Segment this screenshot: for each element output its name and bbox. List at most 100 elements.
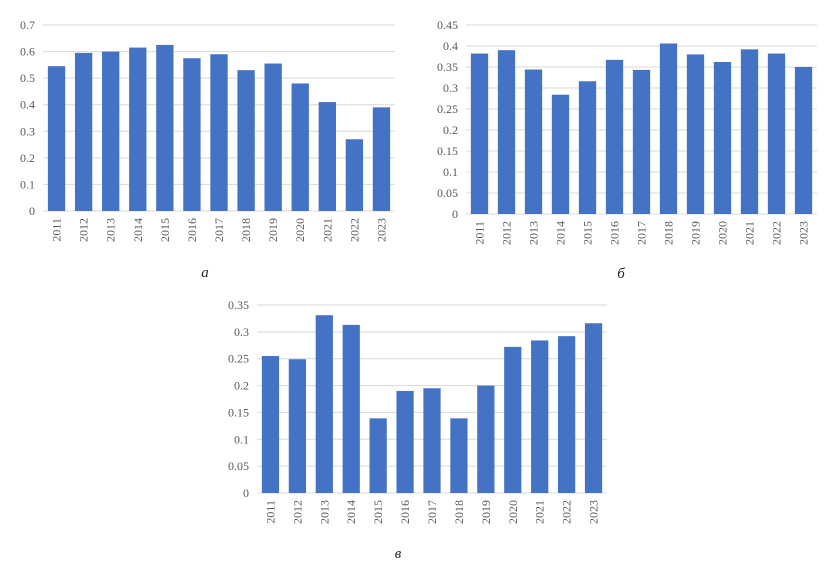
panel-label: а [201, 265, 209, 281]
bar-2017 [423, 388, 441, 493]
y-tick-label: 0 [452, 207, 458, 221]
bar-2012 [74, 52, 93, 212]
bar-2015 [156, 44, 174, 211]
bar-2011 [47, 66, 66, 211]
x-tick-label: 2022 [560, 500, 574, 524]
bar-2014 [129, 47, 147, 212]
x-tick-label: 2015 [158, 218, 172, 242]
bar-2021 [740, 49, 759, 214]
y-tick-label: 0.05 [437, 186, 458, 200]
x-tick-label: 2014 [554, 221, 568, 245]
x-tick-label: 2013 [104, 218, 118, 242]
y-tick-label: 0.4 [20, 98, 35, 112]
bar-2013 [315, 315, 333, 493]
chart-panel-1: 0 0.1 0.2 0.3 0.4 0.5 0.6 0.7 2011 2012 2013 2014 20… [20, 18, 395, 281]
bar-2018 [450, 418, 468, 493]
y-tick-label: 0.45 [437, 18, 458, 32]
bar-2020 [291, 83, 309, 211]
y-tick-label: 0.5 [20, 71, 35, 85]
bar-2015 [369, 418, 387, 493]
x-tick-label: 2019 [689, 221, 703, 245]
x-tick-label: 2018 [452, 500, 466, 524]
x-tick-label: 2015 [371, 500, 385, 524]
x-tick-label: 2015 [581, 221, 595, 245]
x-tick-label: 2011 [473, 221, 487, 245]
x-tick-label: 2023 [374, 218, 388, 242]
y-tick-label: 0.1 [443, 165, 458, 179]
x-tick-label: 2011 [50, 218, 64, 242]
y-tick-label: 0 [243, 486, 249, 500]
bar-2020 [713, 61, 732, 215]
y-tick-label: 0.1 [20, 177, 35, 191]
x-tick-label: 2012 [500, 221, 514, 245]
y-tick-label: 0.3 [20, 124, 35, 138]
bar-2021 [318, 102, 336, 211]
x-tick-label: 2023 [797, 221, 811, 245]
y-tick-label: 0.25 [437, 102, 458, 116]
bar-2019 [477, 385, 495, 493]
chart-panel-3: 0 0.05 0.1 0.15 0.2 0.25 0.3 0.35 2011 2012 2013 20… [228, 298, 607, 562]
bar-2016 [183, 58, 201, 211]
bar-2017 [210, 54, 228, 211]
y-tick-label: 0.2 [234, 379, 249, 393]
chart-panel-2: 0 0.05 0.1 0.15 0.2 0.25 0.3 0.35 0.4 0.45 2011 201… [437, 18, 817, 282]
bar-2013 [524, 69, 543, 215]
y-tick-label: 0.35 [228, 298, 249, 312]
y-tick-label: 0.3 [234, 325, 249, 339]
y-tick-label: 0.3 [443, 81, 458, 95]
x-tick-label: 2017 [212, 218, 226, 242]
bar-2022 [558, 336, 576, 493]
x-tick-label: 2016 [608, 221, 622, 245]
y-tick-label: 0.2 [443, 123, 458, 137]
bar-2012 [288, 359, 306, 493]
y-tick-label: 0.15 [437, 144, 458, 158]
y-tick-label: 0.35 [437, 60, 458, 74]
x-tick-label: 2014 [344, 500, 358, 524]
bar-2021 [531, 340, 549, 493]
y-tick-label: 0.6 [20, 45, 35, 59]
bar-2013 [102, 51, 120, 212]
y-tick-label: 0.1 [234, 432, 249, 446]
panel-label: б [617, 266, 625, 282]
bar-2018 [659, 43, 678, 215]
x-tick-label: 2022 [347, 218, 361, 242]
x-tick-label: 2014 [131, 218, 145, 242]
x-tick-label: 2018 [662, 221, 676, 245]
x-tick-label: 2018 [239, 218, 253, 242]
x-tick-label: 2021 [743, 221, 757, 245]
bar-2018 [237, 70, 255, 212]
x-tick-label: 2020 [716, 221, 730, 245]
bar-2014 [551, 94, 570, 214]
y-tick-label: 0.25 [228, 352, 249, 366]
bar-2023 [794, 67, 813, 214]
x-tick-label: 2017 [635, 221, 649, 245]
bar-2020 [504, 346, 522, 493]
y-tick-label: 0.2 [20, 151, 35, 165]
bar-2016 [605, 59, 624, 214]
x-tick-label: 2012 [290, 500, 304, 524]
x-tick-label: 2016 [185, 218, 199, 242]
y-tick-label: 0 [29, 204, 35, 218]
x-tick-label: 2022 [770, 221, 784, 245]
x-tick-label: 2020 [293, 218, 307, 242]
y-tick-label: 0.7 [20, 18, 35, 32]
x-tick-label: 2011 [263, 500, 277, 524]
bar-2011 [470, 53, 489, 215]
y-tick-label: 0.05 [228, 459, 249, 473]
x-tick-label: 2013 [527, 221, 541, 245]
x-tick-label: 2012 [77, 218, 91, 242]
x-tick-label: 2021 [533, 500, 547, 524]
x-tick-label: 2019 [266, 218, 280, 242]
x-tick-label: 2023 [587, 500, 601, 524]
x-tick-label: 2019 [479, 500, 493, 524]
bar-2019 [686, 54, 705, 215]
bar-2019 [264, 63, 282, 212]
bar-2011 [261, 356, 280, 493]
bar-2015 [578, 81, 597, 214]
y-tick-label: 0.15 [228, 405, 249, 419]
x-tick-label: 2016 [398, 500, 412, 524]
bar-2017 [632, 69, 651, 214]
bar-2012 [497, 50, 516, 215]
bar-2014 [342, 324, 360, 493]
